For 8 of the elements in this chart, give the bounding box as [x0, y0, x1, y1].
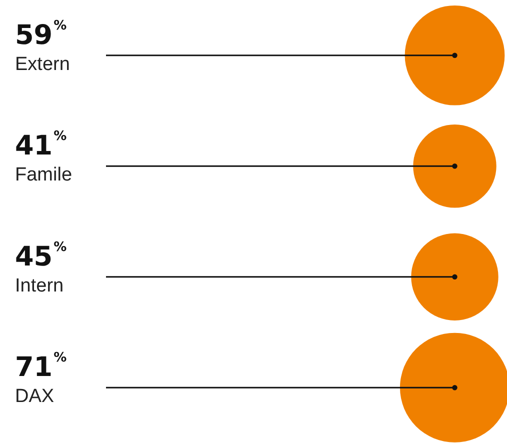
- data-label: 59%: [15, 18, 67, 51]
- category-label: DAX: [15, 386, 54, 408]
- category-label: Famile: [15, 164, 72, 186]
- category-label: Extern: [15, 54, 70, 75]
- data-label: 71%: [15, 350, 67, 384]
- category-label: Intern: [15, 275, 64, 296]
- data-label: 45%: [15, 240, 67, 272]
- data-label: 41%: [15, 129, 67, 162]
